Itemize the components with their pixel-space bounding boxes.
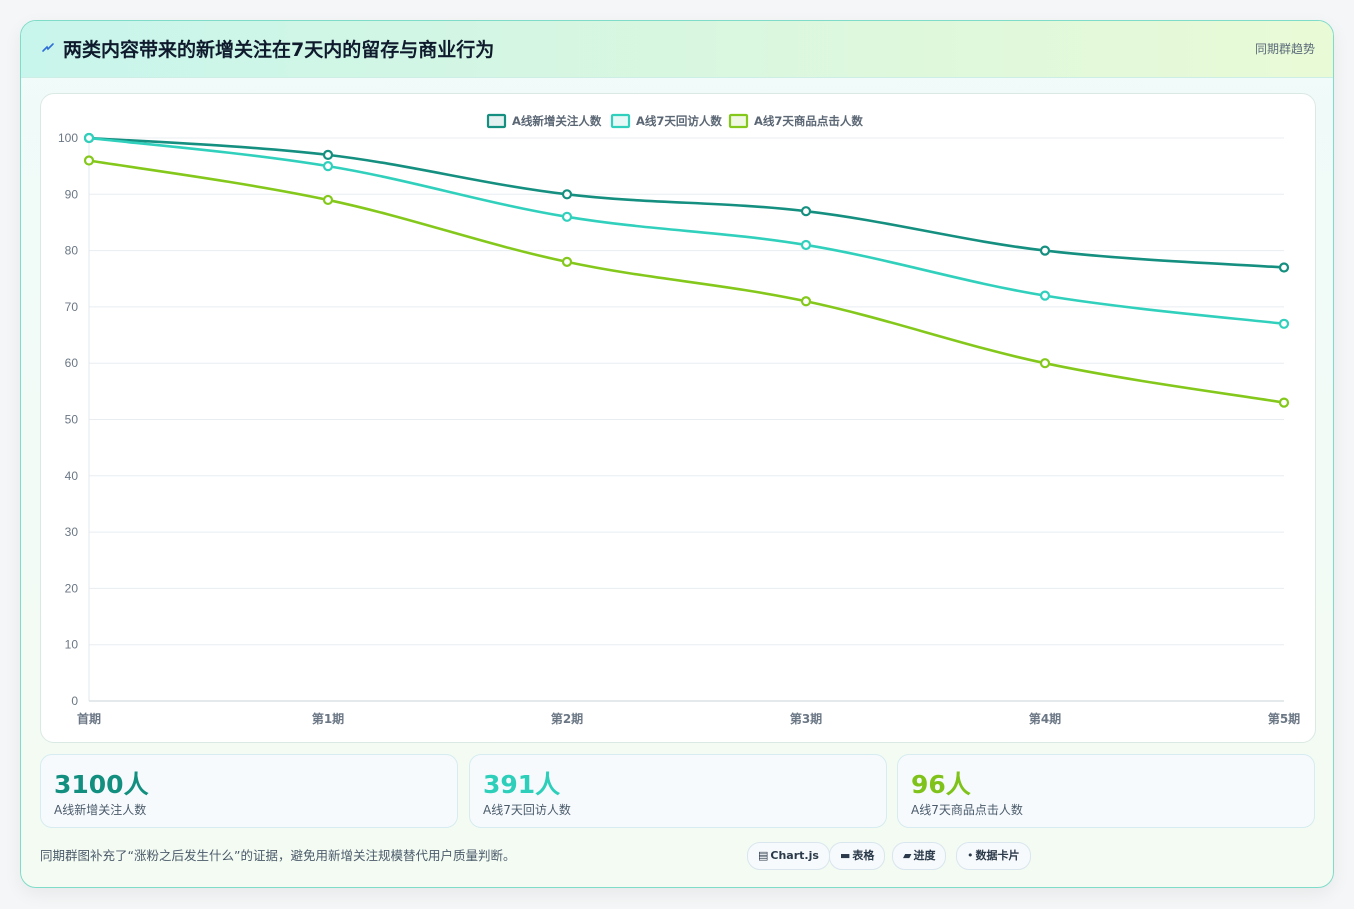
legend-label: A线7天回访人数 (636, 114, 722, 128)
chip-label: 表格 (852, 849, 875, 862)
data-point (1039, 290, 1051, 301)
y-tick-label: 70 (65, 300, 79, 314)
data-point (561, 256, 573, 267)
data-point (83, 155, 95, 166)
bolt-icon (42, 43, 54, 52)
data-point (800, 206, 812, 217)
stat-value: 3100人 (54, 770, 149, 799)
data-point (561, 189, 573, 200)
chart-panel: 0 10 20 30 40 50 60 70 80 90 100 首期 第1期 第2期 第3期 第4期 第5期 A… (40, 93, 1316, 743)
data-point (1278, 397, 1290, 408)
data-point (800, 296, 812, 307)
series-line-2 (87, 136, 1286, 326)
stat-label: A线7天回访人数 (483, 803, 571, 817)
legend-swatch (728, 113, 749, 129)
cohort-trend-tag[interactable]: 同期群趋势 (1254, 42, 1315, 56)
dashboard-card: 两类内容带来的新增关注在7天内的留存与商业行为 同期群趋势 0 10 20 30 40 5… (20, 20, 1334, 888)
stat-card-clicks: 96人 A线7天商品点击人数 (897, 754, 1315, 828)
table-icon: ▬ (840, 849, 851, 862)
data-point (322, 161, 334, 172)
stat-card-follows: 3100人 A线新增关注人数 (40, 754, 458, 828)
legend-swatch (486, 113, 507, 129)
line-chart: 0 10 20 30 40 50 60 70 80 90 100 首期 第1期 第2期 第3期 第4期 第5期 A… (58, 113, 1300, 726)
y-tick-label: 30 (65, 525, 79, 539)
chip-label: 数据卡片 (975, 849, 1020, 862)
y-tick-label: 40 (65, 469, 79, 483)
chart-icon: ▤ (758, 849, 769, 862)
data-point (800, 239, 812, 251)
progress-icon: ▰ (903, 849, 912, 862)
data-point (561, 211, 573, 222)
stat-value: 96人 (911, 770, 971, 799)
y-tick-label: 0 (71, 694, 78, 708)
stat-card-revisits: 391人 A线7天回访人数 (469, 754, 887, 828)
stat-label: A线7天商品点击人数 (911, 803, 1023, 817)
series-line-3 (87, 159, 1286, 404)
data-point (1039, 358, 1051, 369)
chip-datacard[interactable]: • 数据卡片 (956, 842, 1031, 870)
legend-swatch (610, 113, 631, 129)
y-tick-label: 20 (65, 581, 79, 595)
y-tick-label: 90 (65, 187, 79, 201)
legend-label: A线7天商品点击人数 (754, 114, 863, 128)
chip-table[interactable]: ▬ 表格 (829, 842, 886, 870)
y-tick-label: 100 (58, 131, 78, 145)
chip-progress[interactable]: ▰ 进度 (892, 842, 947, 870)
data-point (1278, 262, 1290, 273)
data-point (322, 194, 334, 206)
y-tick-label: 60 (65, 356, 79, 370)
stat-value: 391人 (483, 770, 561, 799)
chart-title: 两类内容带来的新增关注在7天内的留存与商业行为 (63, 39, 495, 61)
y-tick-label: 10 (65, 638, 79, 652)
x-tick-label: 首期 (77, 711, 101, 726)
chip-chartjs[interactable]: ▤ Chart.js (747, 842, 830, 870)
card-icon: • (967, 849, 974, 862)
data-point (322, 149, 334, 160)
x-tick-label: 第2期 (551, 711, 583, 726)
card-header: 两类内容带来的新增关注在7天内的留存与商业行为 同期群趋势 (21, 21, 1333, 78)
stat-label: A线新增关注人数 (54, 803, 147, 817)
data-point (83, 132, 95, 144)
x-tick-label: 第3期 (790, 711, 822, 726)
y-tick-label: 50 (65, 413, 79, 427)
x-tick-label: 第5期 (1268, 711, 1300, 726)
data-point (1039, 245, 1051, 256)
footnote: 同期群图补充了“涨粉之后发生什么”的证据，避免用新增关注规模替代用户质量判断。 (40, 848, 516, 863)
x-tick-label: 第4期 (1029, 711, 1061, 726)
y-tick-label: 80 (65, 244, 79, 258)
chip-label: Chart.js (770, 849, 819, 862)
series-line-1 (87, 136, 1286, 269)
legend-label: A线新增关注人数 (512, 114, 602, 128)
chip-label: 进度 (913, 849, 936, 862)
data-point (1278, 318, 1290, 329)
x-tick-label: 第1期 (312, 711, 344, 726)
